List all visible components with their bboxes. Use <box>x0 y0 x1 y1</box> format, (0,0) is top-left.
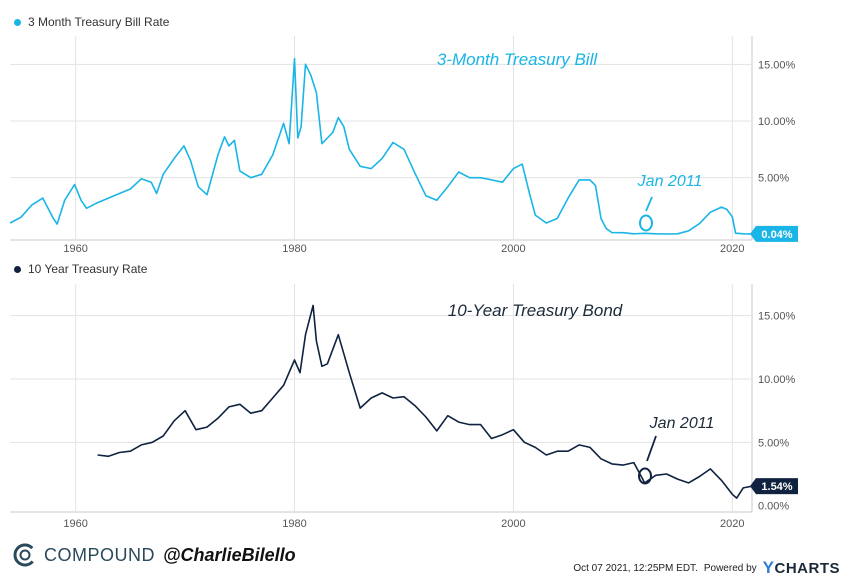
value-badge-arrow <box>750 225 756 242</box>
y-tick-label: 10.00% <box>758 116 796 128</box>
y-tick-label: 5.00% <box>758 173 789 185</box>
x-tick-label: 1960 <box>63 243 87 255</box>
compound-brand-text: COMPOUND <box>44 544 155 565</box>
callout-label: Jan 2011 <box>649 415 715 432</box>
y-tick-label: 15.00% <box>758 311 796 323</box>
annotation-title: 3-Month Treasury Bill <box>437 50 599 69</box>
footer-source: Oct 07 2021, 12:25PM EDT. Powered by YCH… <box>573 558 840 578</box>
y-tick-label: 15.00% <box>758 59 796 71</box>
callout-pointer <box>645 196 653 212</box>
x-tick-label: 2020 <box>720 243 744 255</box>
legend-10y: 10 Year Treasury Rate <box>14 262 147 276</box>
legend-3m-label: 3 Month Treasury Bill Rate <box>28 15 170 29</box>
x-tick-label: 1960 <box>63 518 87 530</box>
y-tick-label: 10.00% <box>758 374 796 386</box>
series-line-10y <box>97 304 753 499</box>
value-badge-label: 1.54% <box>761 481 792 493</box>
x-tick-label: 2000 <box>501 518 525 530</box>
footer-branding: COMPOUND @CharlieBilello <box>12 542 296 568</box>
ycharts-logo[interactable]: YCHARTS <box>763 558 840 578</box>
timestamp-text: Oct 07 2021, 12:25PM EDT. <box>573 562 698 574</box>
x-tick-label: 2000 <box>501 243 525 255</box>
compound-logo-icon <box>13 543 37 567</box>
value-badge-arrow <box>750 478 756 495</box>
legend-3m: 3 Month Treasury Bill Rate <box>14 15 169 29</box>
x-tick-label: 1980 <box>282 243 306 255</box>
ycharts-logo-y: Y <box>762 558 775 577</box>
callout-circle <box>638 467 652 485</box>
legend-10y-marker <box>14 265 21 273</box>
x-tick-label: 1980 <box>282 518 306 530</box>
twitter-handle: @CharlieBilello <box>163 544 296 565</box>
callout-label: Jan 2011 <box>637 173 703 190</box>
chart-10y: 0.00% 5.00% 10.00% 15.00% 1960 1980 2000 2020 10… <box>10 284 798 530</box>
chart-3m: 5.00% 10.00% 15.00% 1960 1980 2000 2020 3-Month… <box>9 36 798 255</box>
value-badge-label: 0.04% <box>761 229 792 241</box>
legend-10y-label: 10 Year Treasury Rate <box>28 262 148 276</box>
value-badge <box>756 478 798 495</box>
y-tick-label: 0.00% <box>758 501 789 513</box>
ycharts-logo-rest: CHARTS <box>774 560 840 577</box>
callout-circle <box>639 214 653 232</box>
value-badge <box>756 225 798 242</box>
legend-3m-marker <box>14 18 21 26</box>
x-tick-label: 2020 <box>720 518 744 530</box>
callout-pointer <box>646 435 657 462</box>
y-tick-label: 5.00% <box>758 437 789 449</box>
annotation-title: 10-Year Treasury Bond <box>448 301 623 320</box>
series-line-3m <box>9 57 753 235</box>
powered-by-text: Powered by <box>703 562 757 574</box>
